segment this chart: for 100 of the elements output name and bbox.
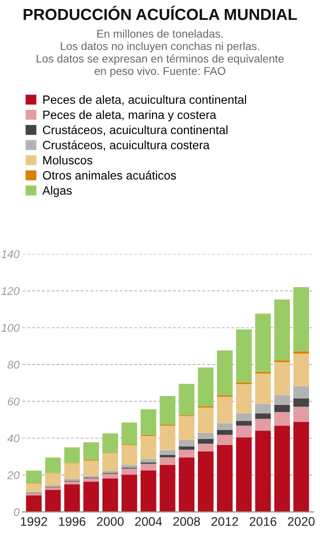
bar — [122, 464, 138, 468]
bar — [198, 438, 214, 444]
bar — [178, 458, 194, 512]
bar — [64, 481, 80, 484]
legend-label: Peces de aleta, acuicultura continental — [43, 95, 246, 106]
bar — [26, 495, 42, 512]
bar — [140, 436, 156, 459]
bar — [102, 478, 118, 512]
bar — [255, 374, 271, 404]
x-tick-label: 1992 — [20, 517, 48, 526]
bar — [178, 416, 194, 440]
y-tick-label: 0 — [14, 508, 20, 516]
legend-label: Crustáceos, acuicultura costera — [42, 140, 210, 151]
bar — [160, 454, 176, 458]
bar — [236, 329, 252, 382]
bar — [236, 384, 252, 414]
y-tick-label: 40 — [7, 434, 20, 442]
x-tick-label: 2016 — [250, 517, 276, 526]
bar — [255, 413, 271, 419]
bar — [102, 433, 118, 453]
bar — [160, 457, 176, 465]
bar — [83, 482, 99, 512]
bar — [122, 468, 138, 475]
bar — [236, 413, 252, 421]
y-tick-label: 20 — [7, 471, 20, 480]
bar — [83, 442, 99, 460]
bar — [102, 470, 118, 474]
chart-title: PRODUCCIÓN ACUÍCOLA MUNDIAL — [24, 6, 297, 20]
bar — [293, 386, 310, 398]
bar — [198, 367, 214, 406]
bar — [293, 422, 310, 512]
bar — [122, 422, 138, 444]
bar — [236, 420, 252, 426]
bar — [26, 470, 42, 484]
bar — [255, 314, 271, 372]
x-tick-label: 1996 — [59, 517, 86, 526]
bar — [255, 404, 271, 414]
bar — [274, 412, 290, 426]
x-tick-label: 2008 — [173, 517, 200, 526]
legend-label: Moluscos — [43, 156, 92, 164]
bar — [178, 384, 194, 416]
bar — [178, 450, 194, 458]
bar — [293, 398, 310, 407]
bar — [216, 423, 233, 430]
bar — [102, 474, 118, 478]
bar — [216, 444, 233, 512]
legend-label: Crustáceos, acuicultura continental — [42, 125, 228, 136]
x-tick-label: 2004 — [135, 517, 162, 526]
y-tick-label: 140 — [1, 250, 20, 258]
bar — [216, 350, 233, 396]
bar — [160, 426, 176, 450]
y-tick-label: 80 — [8, 360, 20, 369]
x-tick-label: 2000 — [96, 517, 124, 526]
bar — [160, 396, 176, 425]
legend-label: Otros animales acuáticos — [42, 170, 176, 180]
bar — [198, 408, 214, 433]
bar — [255, 418, 271, 431]
bar — [140, 458, 156, 463]
y-tick-label: 120 — [1, 287, 20, 295]
bar — [45, 490, 61, 512]
x-tick-label: 2020 — [288, 517, 315, 526]
bar — [293, 287, 310, 352]
bar — [102, 453, 118, 471]
bar — [122, 474, 138, 512]
bar — [293, 406, 310, 422]
bar — [45, 458, 61, 473]
bar — [64, 484, 80, 512]
bar — [45, 487, 61, 490]
y-tick-label: 100 — [1, 324, 20, 332]
bar — [236, 437, 252, 512]
bar — [122, 445, 138, 465]
bar — [160, 464, 176, 512]
bar — [140, 470, 156, 512]
bar — [140, 409, 156, 436]
bar — [198, 444, 214, 452]
bar — [274, 426, 290, 512]
bar — [160, 450, 176, 455]
bar — [198, 451, 214, 512]
bar — [83, 460, 99, 476]
bar — [274, 362, 290, 396]
bar — [64, 447, 80, 463]
bar — [274, 299, 290, 360]
bar — [216, 430, 233, 435]
bar — [274, 405, 290, 412]
bar — [236, 426, 252, 438]
bar — [216, 434, 233, 445]
bar — [64, 463, 80, 479]
legend-label: Algas — [42, 186, 72, 198]
bar — [140, 464, 156, 470]
bar — [255, 430, 271, 512]
x-tick-label: 2012 — [212, 517, 238, 526]
bar — [178, 446, 194, 450]
bar — [293, 354, 310, 386]
legend-label: Peces de aleta, marina y costera — [43, 110, 216, 122]
bar — [178, 440, 194, 446]
y-tick-label: 60 — [8, 398, 20, 406]
bar — [216, 396, 233, 424]
bar — [45, 473, 61, 486]
bar — [26, 484, 42, 492]
chart-subtitle: En millones de toneladas. Los datos no incluyen conchas ni perlas. Los datos se expresan en términos de equivalente en peso vivo. Fuente: FAO — [36, 30, 284, 78]
